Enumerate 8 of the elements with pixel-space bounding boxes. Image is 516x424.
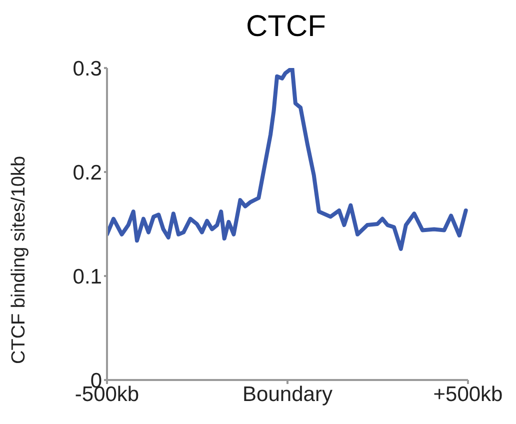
y-tick-label: 0.2: [72, 161, 102, 184]
x-tick-label: +500kb: [433, 382, 503, 406]
chart-title: CTCF: [245, 10, 327, 44]
x-tick-label: Boundary: [242, 382, 333, 406]
y-tick-label: 0.1: [72, 265, 102, 288]
line-series: [107, 68, 468, 251]
y-axis-title: CTCF binding sites/10kb: [8, 156, 30, 364]
y-tick-label: 0.3: [72, 57, 102, 80]
